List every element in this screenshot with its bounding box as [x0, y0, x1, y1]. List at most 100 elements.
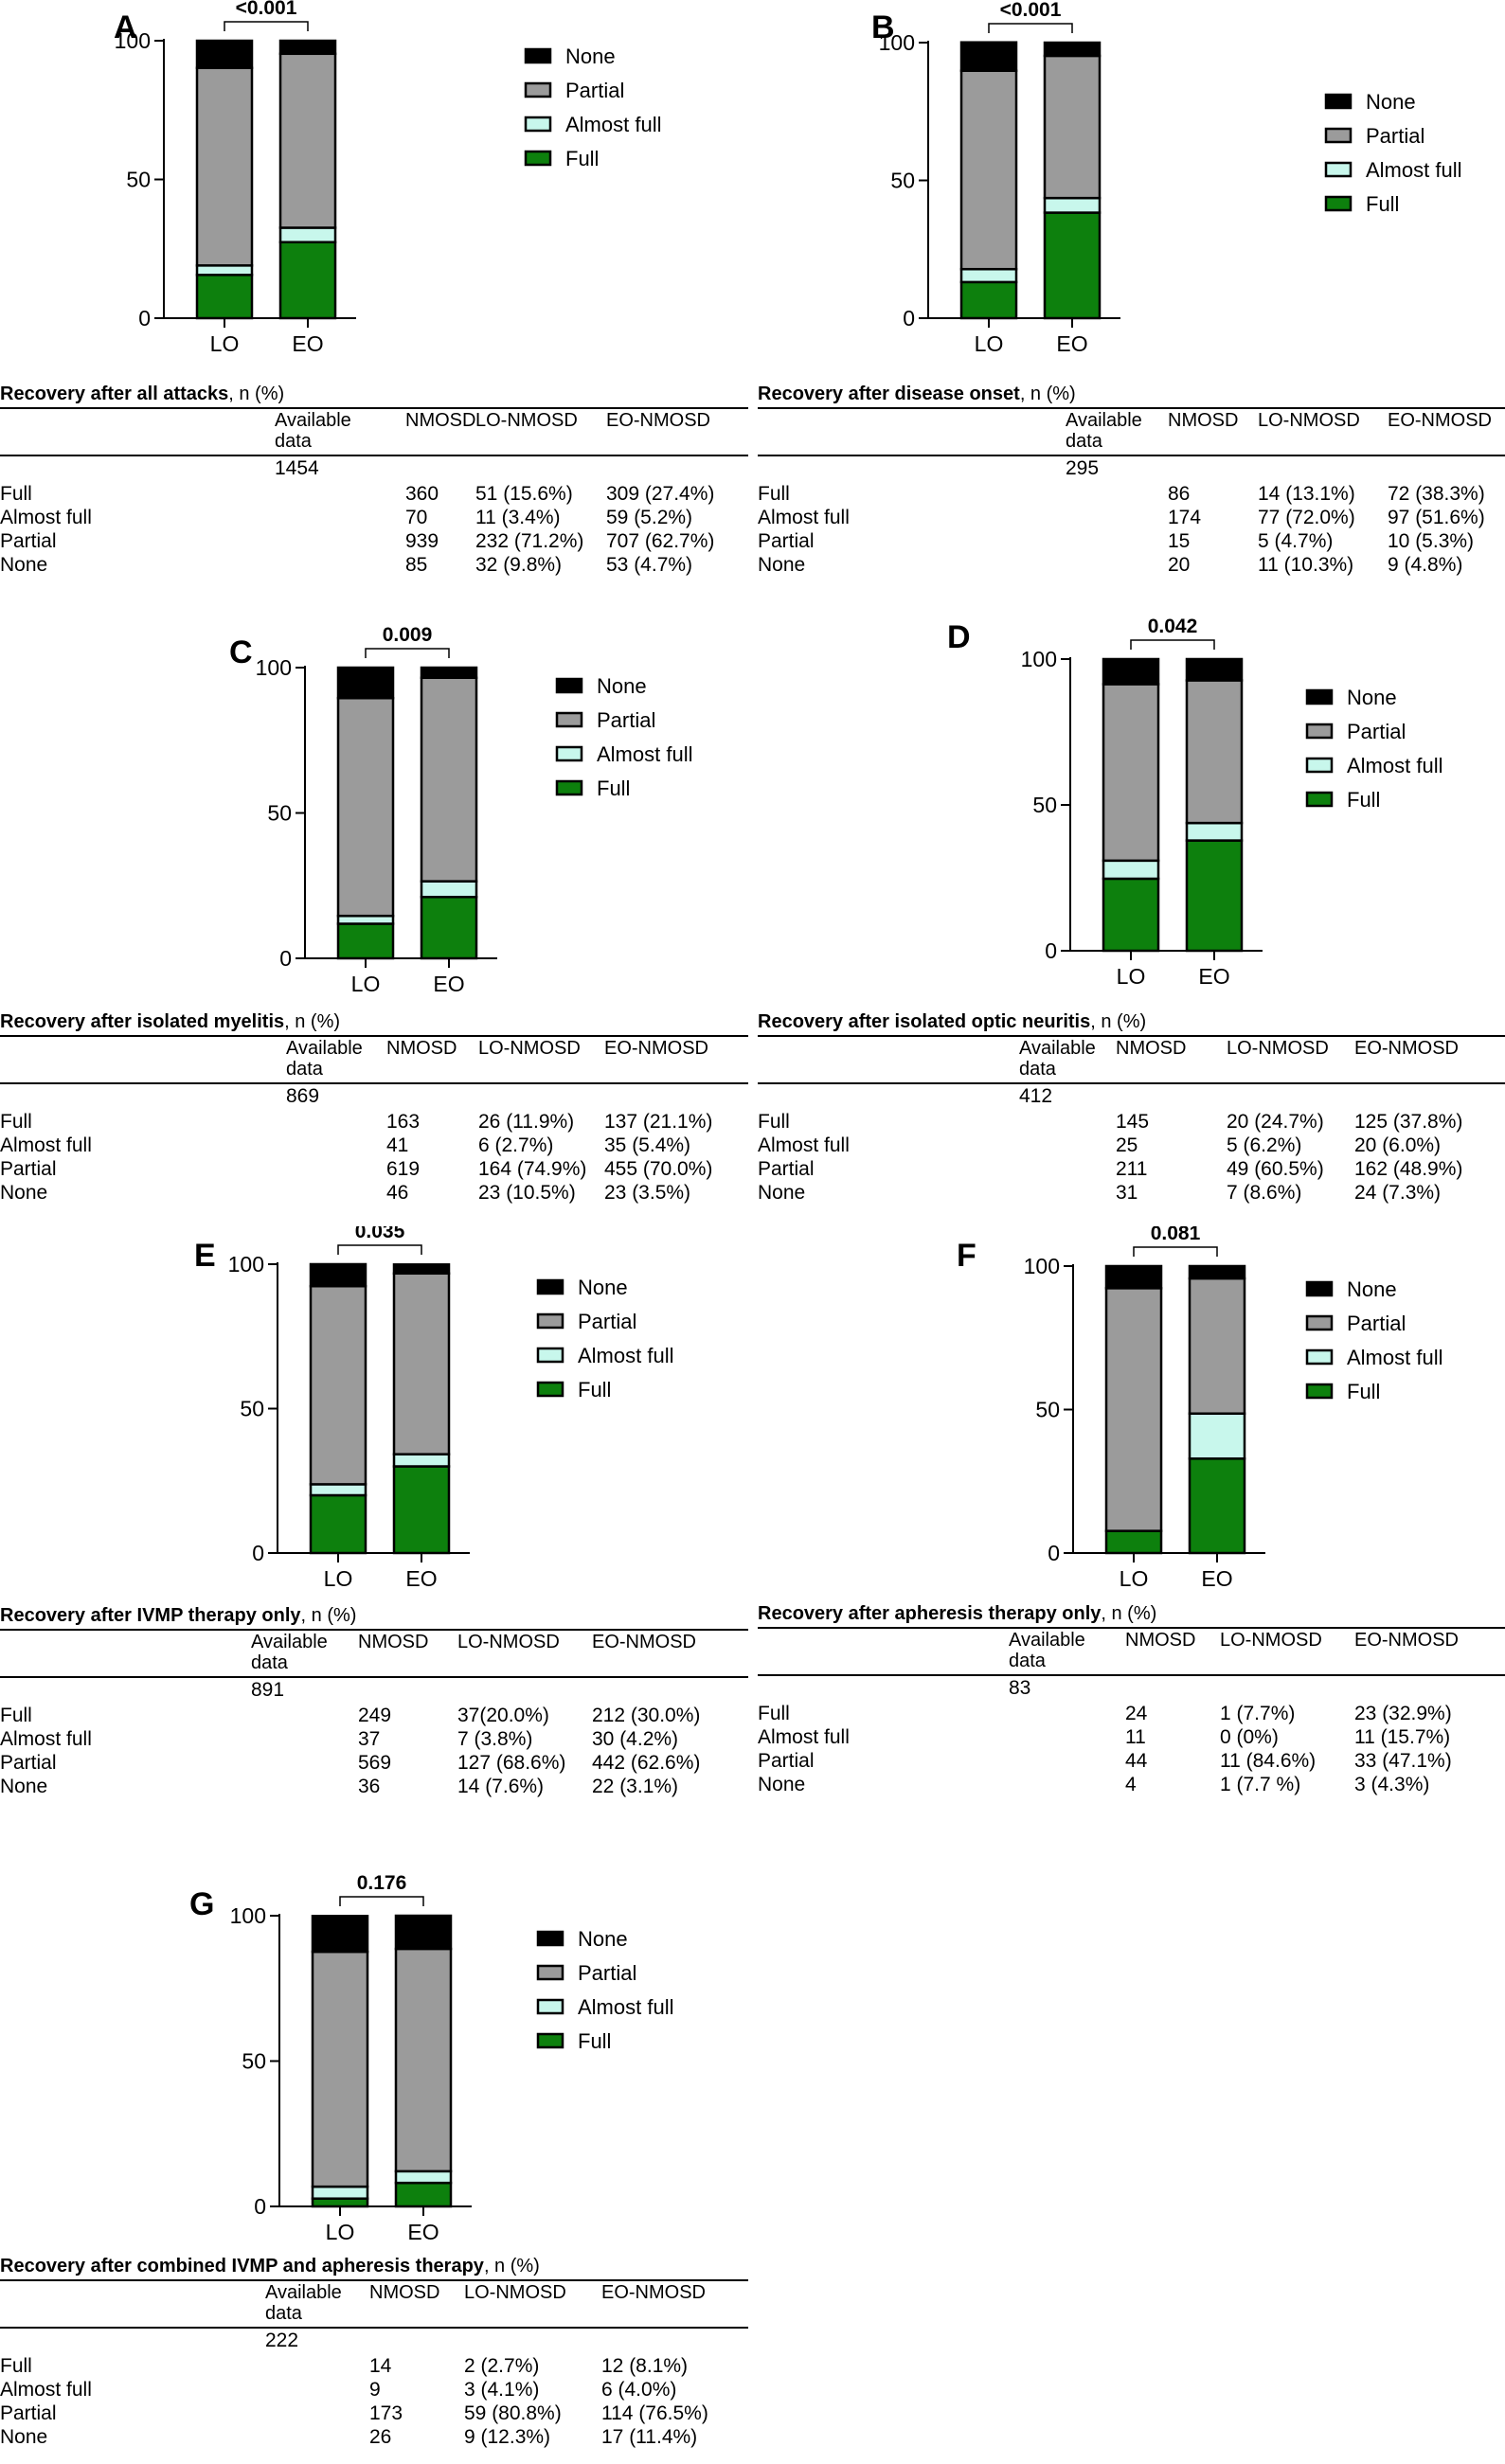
row-label: None	[758, 554, 806, 576]
table-cell: 127 (68.6%)	[457, 1752, 566, 1774]
row-label: None	[758, 1182, 806, 1204]
row-label: Almost full	[758, 507, 850, 528]
legend-label-almost: Almost full	[1347, 754, 1442, 777]
legend-label-none: None	[565, 45, 616, 68]
x-tick-label-lo: LO	[975, 331, 1004, 356]
table-cell: 53 (4.7%)	[606, 554, 693, 576]
row-label: None	[758, 1774, 806, 1795]
bar-segment-lo-almost-full	[1102, 859, 1160, 881]
table-cell: 24	[1125, 1703, 1148, 1724]
column-header: EO-NMOSD	[601, 2282, 706, 2303]
bar-segment-eo-none	[1188, 1264, 1246, 1280]
recovery-table-c: Recovery after isolated myelitis, n (%) A…	[0, 1011, 748, 1210]
row-label: Full	[758, 1111, 790, 1133]
table-cell: 6 (4.0%)	[601, 2379, 677, 2401]
table-cell: 26 (11.9%)	[478, 1111, 575, 1133]
x-tick-label-lo: LO	[324, 1566, 353, 1591]
bar-segment-lo-full	[195, 274, 254, 320]
x-tick-label-lo: LO	[1117, 964, 1146, 989]
p-value-label: 0.042	[1148, 616, 1198, 637]
bar-segment-eo-full	[394, 2181, 453, 2208]
legend-label-partial: Partial	[578, 1961, 636, 1985]
legend-swatch-full	[536, 1381, 564, 1398]
bar-segment-eo-none	[392, 1263, 451, 1276]
table-rule-header	[758, 1082, 1505, 1084]
column-header: Available data	[251, 1632, 328, 1673]
row-label: Almost full	[758, 1726, 850, 1748]
legend-label-almost: Almost full	[578, 1995, 673, 2019]
table-cell: 11 (3.4%)	[475, 507, 561, 528]
table-rule-top	[0, 1035, 748, 1037]
legend-swatch-partial	[1305, 1314, 1334, 1331]
table-title-bold: Recovery after combined IVMP and apheres…	[0, 2256, 484, 2277]
table-title: Recovery after IVMP therapy only, n (%)	[0, 1605, 356, 1627]
table-cell: 15	[1168, 530, 1191, 552]
column-header: EO-NMOSD	[1388, 410, 1492, 431]
table-cell: 97 (51.6%)	[1388, 507, 1485, 528]
table-cell: 5 (6.2%)	[1227, 1134, 1302, 1156]
legend-swatch-almost	[1305, 757, 1334, 774]
table-cell: 36	[358, 1776, 381, 1797]
legend-label-full: Full	[1347, 788, 1380, 812]
bar-segment-lo-none	[959, 41, 1018, 72]
bar-segment-eo-partial	[392, 1272, 451, 1455]
bar-segment-eo-almost-full	[420, 880, 478, 899]
table-cell: 30 (4.2%)	[592, 1728, 679, 1750]
p-value-label: 0.009	[383, 624, 433, 646]
row-label: Full	[758, 1703, 790, 1724]
column-header: Available data	[1066, 410, 1142, 452]
y-tick-label: 100	[228, 1252, 264, 1277]
table-cell: 4	[1125, 1774, 1137, 1795]
table-cell: 455 (70.0%)	[604, 1158, 713, 1180]
legend-label-almost: Almost full	[578, 1344, 673, 1367]
table-title-bold: Recovery after isolated myelitis	[0, 1011, 285, 1032]
table-cell: 86	[1168, 483, 1191, 505]
table-cell: 10 (5.3%)	[1388, 530, 1475, 552]
table-cell: 164 (74.9%)	[478, 1158, 587, 1180]
table-title-unit: , n (%)	[1019, 384, 1076, 404]
row-label: Partial	[0, 1158, 57, 1180]
legend-swatch-partial	[1324, 127, 1353, 144]
bar-segment-eo-almost-full	[278, 226, 337, 243]
bar-segment-eo-almost-full	[1043, 196, 1102, 214]
y-tick-label: 0	[279, 946, 292, 971]
available-data-value: 869	[286, 1085, 320, 1107]
table-cell: 37	[358, 1728, 381, 1750]
stacked-bar-chart-d: D 0 50 100 LO EO 0.042 None Partial Almost full Fu…	[947, 616, 1442, 989]
panel-c: C 0 50 100 LO EO 0.009 None Partial Almost full Fu…	[0, 606, 748, 1212]
table-cell: 26	[369, 2426, 392, 2448]
y-tick-label: 100	[879, 30, 915, 55]
bar-segment-eo-almost-full	[1188, 1412, 1246, 1460]
column-header: Available data	[1009, 1630, 1085, 1671]
stacked-bar-chart-b: B 0 50 100 LO EO <0.001 None Partial Almost full F…	[871, 0, 1461, 356]
panel-a: A 0 50 100 LO EO <0.001 None Partial Almost full F…	[0, 0, 748, 606]
legend-label-none: None	[1366, 90, 1416, 114]
bar-segment-lo-none	[1104, 1264, 1163, 1290]
legend-swatch-full	[555, 779, 583, 796]
table-cell: 25	[1116, 1134, 1138, 1156]
legend-swatch-partial	[536, 1312, 564, 1330]
column-header: NMOSD	[405, 410, 476, 431]
row-label: None	[0, 2426, 48, 2448]
bar-segment-lo-full	[1102, 877, 1160, 953]
panel-letter: A	[114, 9, 137, 45]
table-cell: 7 (3.8%)	[457, 1728, 533, 1750]
legend-label-partial: Partial	[1347, 1312, 1406, 1335]
p-value-label: <0.001	[236, 0, 297, 19]
legend-swatch-almost	[536, 1998, 564, 2015]
table-cell: 32 (9.8%)	[475, 554, 563, 576]
table-cell: 212 (30.0%)	[592, 1705, 701, 1726]
bar-segment-lo-partial	[1104, 1287, 1163, 1532]
table-cell: 85	[405, 554, 428, 576]
legend-label-none: None	[578, 1927, 628, 1951]
bar-segment-lo-almost-full	[959, 267, 1018, 284]
table-cell: 5 (4.7%)	[1258, 530, 1334, 552]
column-header: NMOSD	[1116, 1038, 1187, 1059]
panel-letter: G	[189, 1886, 214, 1922]
bar-segment-eo-partial	[394, 1947, 453, 2173]
row-label: Partial	[758, 530, 815, 552]
row-label: Almost full	[0, 507, 92, 528]
table-cell: 145	[1116, 1111, 1150, 1133]
panel-letter: D	[947, 619, 971, 655]
table-cell: 1 (7.7 %)	[1220, 1774, 1301, 1795]
